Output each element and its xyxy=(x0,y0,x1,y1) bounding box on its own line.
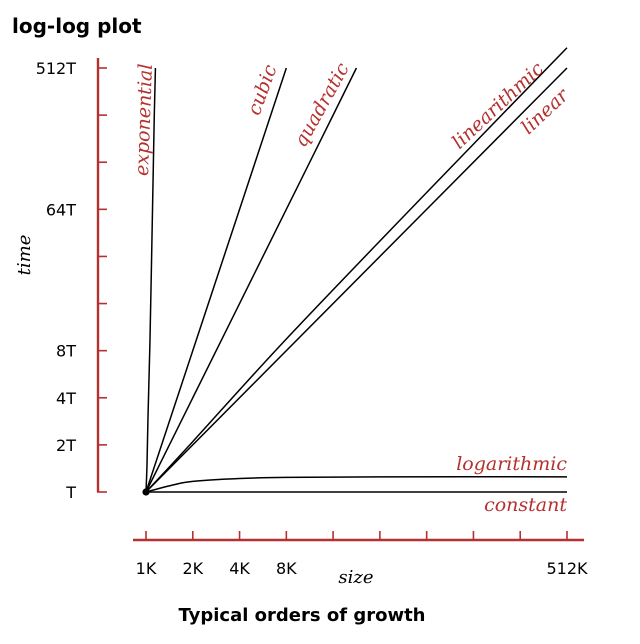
y-tick-label: 512T xyxy=(36,59,77,78)
curve-labels: constantlogarithmiclinearlinearithmicqua… xyxy=(131,58,574,516)
quadratic-curve xyxy=(145,67,358,493)
cubic-label: cubic xyxy=(243,62,281,118)
y-tick-label: 4T xyxy=(56,389,76,408)
y-tick-label: 64T xyxy=(46,200,76,219)
axes: T 2T 4T 8T 64T 512T 1K 2K 4K 8K 512K xyxy=(36,58,588,578)
chart-caption: Typical orders of growth xyxy=(178,605,425,626)
x-tick-label: 2K xyxy=(182,559,203,578)
linearithmic-curve xyxy=(145,47,568,493)
y-tick-label: T xyxy=(65,483,76,502)
y-tick-label: 2T xyxy=(56,436,76,455)
x-tick-label: 512K xyxy=(546,559,588,578)
linearithmic-label: linearithmic xyxy=(448,58,549,154)
curves xyxy=(145,47,568,493)
x-tick-label: 8K xyxy=(276,559,297,578)
cubic-curve xyxy=(145,67,288,493)
exponential-curve xyxy=(145,67,157,493)
x-tick-label: 1K xyxy=(136,559,157,578)
logarithmic-curve xyxy=(145,476,568,493)
origin-point xyxy=(142,488,150,496)
exponential-label: exponential xyxy=(131,63,157,176)
x-tick-label: 4K xyxy=(229,559,250,578)
x-axis-title: size xyxy=(338,567,373,588)
logarithmic-label: logarithmic xyxy=(456,453,567,475)
y-axis-title: time xyxy=(14,235,35,276)
chart-title: log-log plot xyxy=(12,14,142,38)
linear-curve xyxy=(145,67,568,493)
y-tick-label: 8T xyxy=(56,342,76,361)
constant-label: constant xyxy=(484,494,567,516)
